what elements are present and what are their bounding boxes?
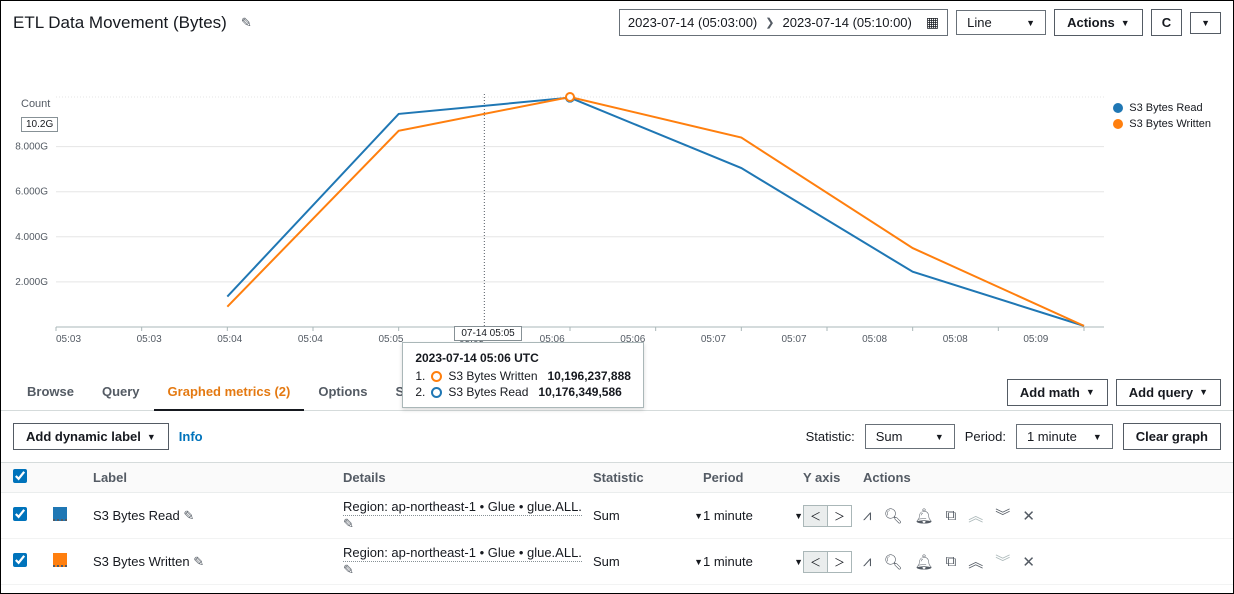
statistic-select[interactable]: Sum▼: [865, 424, 955, 449]
add-math-button[interactable]: Add math▼: [1007, 379, 1108, 406]
table-row: S3 Bytes Written ✎Region: ap-northeast-1…: [1, 539, 1233, 585]
calendar-icon[interactable]: ▦: [926, 14, 939, 31]
legend-item[interactable]: S3 Bytes Read: [1113, 102, 1211, 114]
svg-text:4.000G: 4.000G: [15, 232, 48, 243]
close-icon[interactable]: ✕: [1022, 553, 1035, 571]
bell-icon[interactable]: 🔔︎: [915, 553, 934, 571]
caret-down-icon: ▼: [1121, 18, 1130, 28]
series-color-swatch[interactable]: [53, 553, 67, 567]
line-chart: 8.000G6.000G4.000G2.000G: [56, 94, 1104, 329]
row-statistic-select[interactable]: Sum▼: [593, 554, 703, 569]
move-up-icon: ︽: [968, 505, 983, 526]
row-checkbox[interactable]: [13, 507, 27, 521]
y-axis-toggle[interactable]: ＜＞: [803, 505, 852, 527]
page-title: ETL Data Movement (Bytes): [13, 13, 227, 33]
table-header: LabelDetailsStatisticPeriodY axisActions: [1, 463, 1233, 493]
copy-icon[interactable]: ⧉: [946, 553, 957, 570]
row-statistic-select[interactable]: Sum▼: [593, 508, 703, 523]
cursor-time-badge: 07-14 05:05: [454, 326, 521, 341]
column-header: Label: [93, 470, 343, 485]
date-from: 2023-07-14 (05:03:00): [628, 15, 757, 30]
tooltip: 2023-07-14 05:06 UTC1.S3 Bytes Written10…: [402, 342, 644, 408]
bell-icon[interactable]: 🔔︎: [915, 507, 934, 525]
metric-details[interactable]: Region: ap-northeast-1 • Glue • glue.ALL…: [343, 545, 582, 562]
row-checkbox[interactable]: [13, 553, 27, 567]
search-icon[interactable]: 🔍︎: [883, 553, 902, 571]
row-period-select[interactable]: 1 minute▼: [703, 554, 803, 569]
edit-details-icon[interactable]: ✎: [343, 562, 354, 577]
tab-graphed-metrics-[interactable]: Graphed metrics (2): [154, 374, 305, 411]
column-header: Y axis: [803, 470, 863, 485]
pulse-icon[interactable]: ⩘: [863, 507, 871, 524]
column-header: Actions: [863, 470, 1183, 485]
actions-button[interactable]: Actions ▼: [1054, 9, 1143, 36]
tab-browse[interactable]: Browse: [13, 374, 88, 410]
legend: S3 Bytes Read S3 Bytes Written: [1113, 102, 1211, 134]
statistic-label: Statistic:: [806, 429, 855, 444]
refresh-button[interactable]: C: [1151, 9, 1182, 36]
y-axis-label: Count: [21, 98, 50, 110]
edit-label-icon[interactable]: ✎: [193, 554, 204, 569]
chart-type-select[interactable]: Line ▼: [956, 10, 1046, 35]
move-up-icon[interactable]: ︽: [968, 551, 983, 572]
edit-details-icon[interactable]: ✎: [343, 516, 354, 531]
refresh-options-button[interactable]: ▼: [1190, 12, 1221, 34]
svg-text:8.000G: 8.000G: [15, 142, 48, 153]
table-row: S3 Bytes Read ✎Region: ap-northeast-1 • …: [1, 493, 1233, 539]
metric-details[interactable]: Region: ap-northeast-1 • Glue • glue.ALL…: [343, 499, 582, 516]
select-all-checkbox[interactable]: [13, 469, 27, 483]
chart-area: Count 10.2G 8.000G6.000G4.000G2.000G 05:…: [1, 44, 1233, 374]
copy-icon[interactable]: ⧉: [946, 507, 957, 524]
tab-options[interactable]: Options: [304, 374, 381, 410]
column-header: Statistic: [593, 470, 703, 485]
y-max-badge: 10.2G: [21, 117, 58, 132]
caret-down-icon: ▼: [1026, 18, 1035, 28]
search-icon[interactable]: 🔍︎: [883, 507, 902, 525]
add-dynamic-label-button[interactable]: Add dynamic label▼: [13, 423, 169, 450]
row-period-select[interactable]: 1 minute▼: [703, 508, 803, 523]
metrics-table: LabelDetailsStatisticPeriodY axisActions…: [1, 462, 1233, 585]
tab-query[interactable]: Query: [88, 374, 154, 410]
metric-label: S3 Bytes Read: [93, 508, 180, 523]
date-range-picker[interactable]: 2023-07-14 (05:03:00) ❯ 2023-07-14 (05:1…: [619, 9, 948, 36]
metric-label: S3 Bytes Written: [93, 554, 190, 569]
move-down-icon[interactable]: ︾: [995, 505, 1010, 526]
column-header: Details: [343, 470, 593, 485]
close-icon[interactable]: ✕: [1022, 507, 1035, 525]
svg-text:6.000G: 6.000G: [15, 187, 48, 198]
period-label: Period:: [965, 429, 1006, 444]
edit-title-icon[interactable]: ✎: [241, 15, 252, 31]
date-to: 2023-07-14 (05:10:00): [782, 15, 911, 30]
chevron-right-icon: ❯: [765, 16, 774, 29]
add-query-button[interactable]: Add query▼: [1116, 379, 1221, 406]
legend-item[interactable]: S3 Bytes Written: [1113, 118, 1211, 130]
pulse-icon[interactable]: ⩘: [863, 553, 871, 570]
edit-label-icon[interactable]: ✎: [183, 508, 194, 523]
move-down-icon: ︾: [995, 551, 1010, 572]
column-header: Period: [703, 470, 803, 485]
clear-graph-button[interactable]: Clear graph: [1123, 423, 1221, 450]
period-select[interactable]: 1 minute▼: [1016, 424, 1113, 449]
info-link[interactable]: Info: [179, 429, 203, 444]
controls-row: Add dynamic label▼ Info Statistic: Sum▼ …: [1, 411, 1233, 462]
y-axis-toggle[interactable]: ＜＞: [803, 551, 852, 573]
series-color-swatch[interactable]: [53, 507, 67, 521]
svg-text:2.000G: 2.000G: [15, 277, 48, 288]
